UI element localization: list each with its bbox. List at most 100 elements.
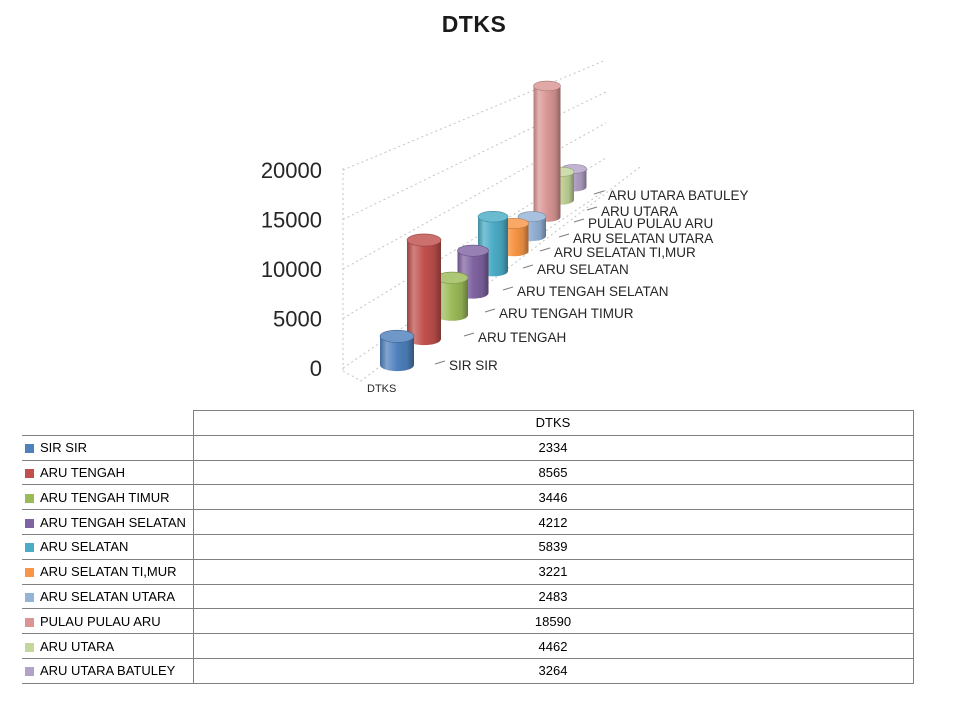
series-axis-label: DTKS	[367, 383, 396, 395]
table-header-cell: DTKS	[192, 410, 914, 436]
row-label-cell: SIR SIR	[22, 434, 194, 461]
bar-cylinder-aru-tengah-timur	[435, 271, 469, 321]
category-label: SIR SIR	[449, 358, 498, 373]
cylinder-body	[407, 240, 441, 339]
chart-title: DTKS	[441, 11, 507, 37]
row-value-cell: 2483	[192, 583, 914, 610]
table-corner-cell	[22, 411, 193, 436]
row-value-cell: 8565	[192, 459, 914, 486]
row-value-cell: 3221	[192, 558, 914, 585]
row-value-cell: 4462	[192, 633, 914, 659]
category-leader-tick	[573, 218, 585, 223]
cylinder-top	[517, 211, 547, 222]
row-label-cell: ARU SELATAN TI,MUR	[22, 558, 194, 585]
row-value-cell: 2334	[192, 434, 914, 461]
category-label: ARU SELATAN UTARA	[573, 231, 713, 246]
category-leader-tick	[586, 206, 598, 211]
cylinder-top	[457, 244, 489, 257]
cylinder-top	[533, 80, 561, 92]
row-label: ARU SELATAN	[40, 539, 129, 555]
category-label: ARU TENGAH TIMUR	[499, 306, 634, 321]
bar-cylinder-aru-tengah	[406, 233, 442, 346]
table-row: ARU TENGAH 8565	[22, 459, 914, 486]
row-label-cell: ARU UTARA BATULEY	[22, 657, 194, 684]
table-row: SIR SIR 2334	[22, 434, 914, 461]
row-label: ARU TENGAH	[40, 464, 125, 480]
row-label-cell: ARU TENGAH SELATAN	[22, 509, 194, 535]
row-label: ARU TENGAH TIMUR	[40, 489, 170, 505]
legend-key-swatch	[25, 493, 34, 503]
cylinder-top	[379, 329, 415, 343]
dtks-3d-cylinder-chart: SIR SIR ARU TENGAH ARU TENGAH TIMUR ARU TEN…	[261, 59, 749, 395]
category-label: ARU SELATAN	[537, 262, 629, 277]
row-value-cell: 4212	[192, 509, 914, 535]
row-label-cell: ARU TENGAH	[22, 459, 194, 486]
value-axis-tick-label: 20000	[261, 158, 322, 183]
legend-key-swatch	[25, 617, 34, 627]
row-label: ARU UTARA	[40, 638, 115, 654]
row-label-cell: ARU SELATAN	[22, 533, 194, 560]
row-label-cell: PULAU PULAU ARU	[22, 608, 194, 635]
category-label: ARU UTARA BATULEY	[608, 188, 749, 203]
cylinder-body	[436, 277, 468, 315]
category-leader-tick	[539, 247, 551, 252]
row-label: SIR SIR	[40, 440, 87, 456]
bar-cylinder-pulau-pulau-aru	[533, 80, 561, 222]
table-row: ARU TENGAH SELATAN 4212	[22, 509, 914, 535]
row-label: ARU UTARA BATULEY	[40, 663, 176, 679]
value-axis-tick-label: 15000	[261, 208, 322, 233]
category-leader-tick	[484, 308, 496, 313]
value-gridlines	[342, 59, 607, 369]
gridline	[342, 59, 607, 171]
legend-key-swatch	[25, 568, 34, 578]
category-leader-tick	[463, 332, 475, 337]
row-label-cell: ARU SELATAN UTARA	[22, 583, 194, 610]
table-header-row: DTKS	[22, 410, 914, 436]
floor-edge	[342, 166, 641, 382]
row-value-cell: 5839	[192, 533, 914, 560]
table-row: ARU SELATAN UTARA 2483	[22, 583, 914, 610]
category-leader-tick	[502, 286, 514, 291]
category-labels: SIR SIR ARU TENGAH ARU TENGAH TIMUR ARU TEN…	[434, 188, 749, 373]
category-leader-tick	[522, 264, 534, 269]
row-label-cell: ARU TENGAH TIMUR	[22, 484, 194, 511]
row-label: ARU SELATAN UTARA	[40, 588, 176, 604]
row-value-cell: 18590	[192, 608, 914, 635]
bar-cylinder-sir-sir	[379, 329, 415, 372]
table-row: ARU SELATAN TI,MUR 3221	[22, 558, 914, 585]
row-label: ARU SELATAN TI,MUR	[40, 564, 177, 580]
legend-key-swatch	[25, 543, 34, 553]
value-axis-tick-label: 0	[310, 356, 322, 381]
category-label: ARU UTARA	[601, 204, 678, 219]
row-value-cell: 3264	[192, 657, 914, 684]
category-label: ARU SELATAN TI,MUR	[554, 245, 696, 260]
chart-data-table: DTKS SIR SIR 2334 ARU TENGAH 8565 ARU TENGAH…	[22, 410, 914, 684]
category-leader-tick	[558, 233, 570, 238]
legend-key-swatch	[25, 468, 34, 478]
category-leader-tick	[593, 190, 605, 195]
value-axis-labels: 0 5000 10000 15000 20000	[261, 158, 322, 381]
legend-key-swatch	[25, 667, 34, 677]
cylinder-top	[406, 233, 442, 247]
row-label: ARU TENGAH SELATAN	[40, 514, 186, 530]
value-axis-tick-label: 5000	[273, 307, 322, 332]
legend-key-swatch	[25, 444, 34, 454]
table-row: ARU TENGAH TIMUR 3446	[22, 484, 914, 511]
table-row: ARU UTARA BATULEY 3264	[22, 657, 914, 684]
category-label: ARU TENGAH	[478, 330, 566, 345]
row-label-cell: ARU UTARA	[22, 633, 194, 659]
category-label: ARU TENGAH SELATAN	[517, 284, 669, 299]
legend-key-swatch	[25, 592, 34, 602]
row-value-cell: 3446	[192, 484, 914, 511]
category-leader-tick	[434, 360, 446, 365]
gridline	[342, 122, 607, 270]
legend-key-swatch	[25, 642, 34, 652]
table-row: ARU UTARA 4462	[22, 633, 914, 659]
category-label: PULAU PULAU ARU	[588, 216, 713, 231]
value-axis-tick-label: 10000	[261, 257, 322, 282]
cylinder-body	[533, 85, 561, 218]
table-row: ARU SELATAN 5839	[22, 533, 914, 560]
row-label: PULAU PULAU ARU	[40, 613, 161, 629]
cylinder-top	[477, 210, 509, 223]
